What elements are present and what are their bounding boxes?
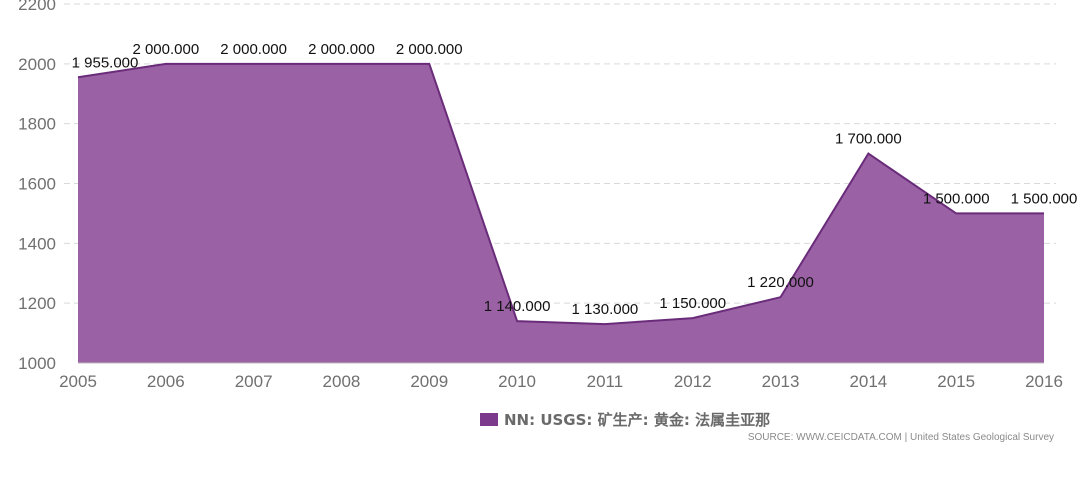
x-tick-label: 2014 [849,372,887,391]
data-label: 1 220.000 [747,274,814,291]
data-label: 1 130.000 [572,301,639,318]
x-tick-label: 2007 [235,372,273,391]
data-label: 1 500.000 [1011,190,1078,207]
legend: NN: USGS: 矿生产: 黄金: 法属圭亚那 [480,409,770,430]
x-tick-label: 2009 [410,372,448,391]
x-tick-label: 2008 [323,372,361,391]
legend-label: NN: USGS: 矿生产: 黄金: 法属圭亚那 [504,411,771,429]
y-axis: 1000 1200 1400 1600 1800 2000 2200 [18,0,56,373]
data-label: 2 000.000 [132,41,199,58]
series-line [77,62,1044,326]
x-tick-label: 2016 [1025,372,1063,391]
data-label: 1 955.000 [72,54,139,71]
x-tick-label: 2015 [937,372,975,391]
y-tick-label: 1600 [18,175,56,194]
data-label: 1 150.000 [659,295,726,312]
data-label: 2 000.000 [220,41,287,58]
data-label: 2 000.000 [308,41,375,58]
x-tick-label: 2011 [587,372,624,391]
y-tick-label: 1000 [18,354,56,373]
x-tick-label: 2006 [147,372,185,391]
data-label: 1 700.000 [835,131,902,148]
data-label: 2 000.000 [396,41,463,58]
data-label: 1 500.000 [923,190,990,207]
y-tick-label: 1400 [18,234,56,253]
source-note: SOURCE: WWW.CEICDATA.COM | United States… [747,432,1054,443]
x-tick-label: 2005 [59,372,97,391]
x-tick-label: 2012 [674,372,712,391]
series-area-fill [78,63,1044,363]
legend-swatch [480,413,498,426]
series-area [77,62,1044,364]
y-tick-label: 1800 [18,115,56,134]
x-axis: 2005 2006 2007 2008 2009 2010 2011 2012 2013 2014… [59,372,1063,391]
y-tick-label: 2200 [18,0,56,14]
y-tick-label: 1200 [18,294,56,313]
y-tick-label: 2000 [18,55,56,74]
x-tick-label: 2013 [762,372,800,391]
x-tick-label: 2010 [498,372,536,391]
data-label: 1 140.000 [484,298,551,315]
